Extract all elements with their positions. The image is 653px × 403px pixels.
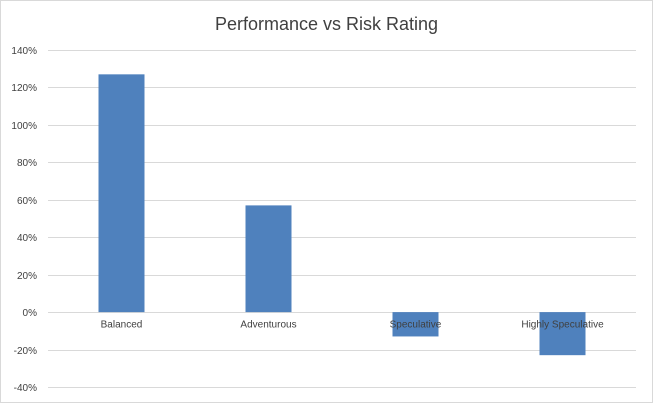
bar [98, 74, 145, 313]
x-category-label: Balanced [101, 320, 143, 331]
x-category-label: Speculative [390, 320, 442, 331]
x-category-label: Highly Speculative [521, 320, 604, 331]
y-axis-tick-labels: -40% -20% 0% 20% 40% 60% 80% 100% 120% 140% [11, 46, 37, 394]
y-tick-label: 20% [17, 271, 37, 282]
gridlines [48, 50, 636, 388]
bar [245, 205, 292, 313]
y-tick-label: 80% [17, 158, 37, 169]
bar [539, 312, 586, 356]
y-tick-label: 0% [23, 308, 38, 319]
y-tick-label: 40% [17, 233, 37, 244]
y-tick-label: 100% [11, 121, 37, 132]
y-tick-label: -40% [14, 383, 37, 394]
bar [392, 312, 439, 337]
x-axis-category-labels: Balanced Adventurous Speculative Highly Spe… [101, 320, 604, 331]
chart-title: Performance vs Risk Rating [214, 14, 439, 34]
y-tick-label: 120% [11, 83, 37, 94]
y-tick-label: 60% [17, 196, 37, 207]
bars [98, 74, 586, 356]
y-tick-label: -20% [14, 346, 37, 357]
x-category-label: Adventurous [240, 320, 296, 331]
y-tick-label: 140% [11, 46, 37, 57]
